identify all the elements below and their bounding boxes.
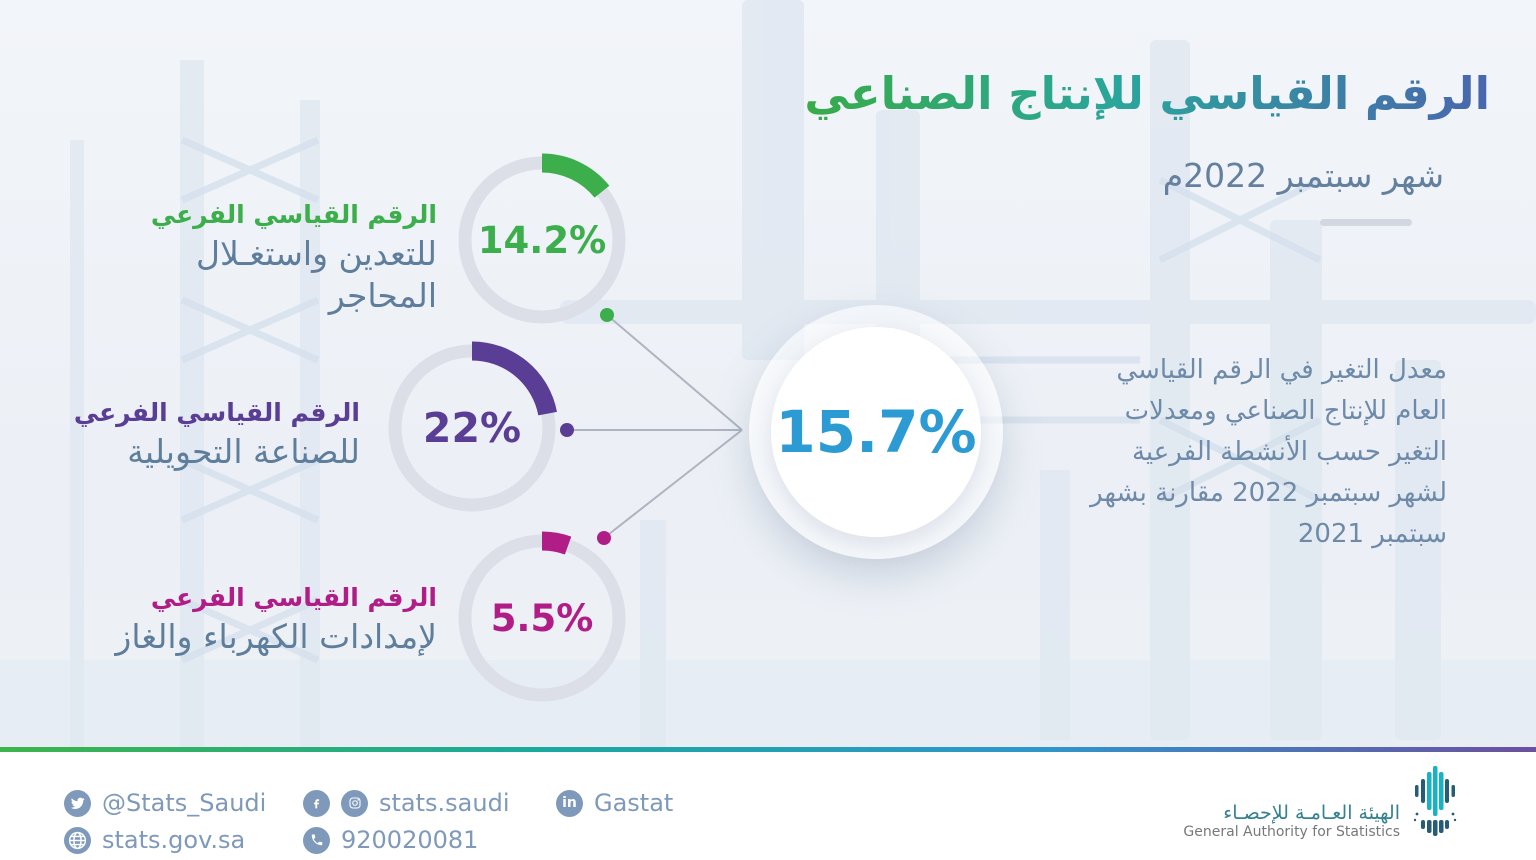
mining-label: الرقم القياسي الفرعي للتعدين واستغـلال ا…	[151, 200, 437, 317]
phone-icon	[303, 826, 330, 854]
ring-value-arc	[455, 531, 629, 705]
phone-item: 920020081	[303, 826, 478, 854]
mining-donut-chart: 14.2%	[447, 145, 637, 335]
manufacturing-label: الرقم القياسي الفرعي للصناعة التحويلية	[74, 398, 360, 473]
manufacturing-donut-chart: 22%	[377, 333, 567, 523]
linkedin-item: in Gastat	[556, 789, 673, 817]
website-item: stats.gov.sa	[64, 826, 245, 854]
overall-value: 15.7%	[775, 398, 977, 466]
subtitle-underline	[1320, 219, 1412, 226]
globe-icon	[64, 826, 91, 854]
electricity-donut-chart: 5.5%	[447, 523, 637, 713]
overall-index-circle: 15.7%	[771, 327, 981, 537]
gastat-logo: الهيئة العـامـة للإحصـاء General Authori…	[1183, 762, 1458, 840]
linkedin-icon: in	[556, 789, 583, 817]
ring-value-arc	[385, 341, 559, 515]
manufacturing-label-line: للصناعة التحويلية	[127, 432, 360, 471]
social-handle: stats.saudi	[379, 789, 510, 817]
electricity-value-label: 5.5%	[490, 596, 594, 640]
org-name-english: General Authority for Statistics	[1183, 824, 1400, 840]
facebook-icon	[303, 789, 330, 817]
mining-label-kicker: الرقم القياسي الفرعي	[150, 200, 437, 229]
linkedin-handle: Gastat	[594, 789, 674, 817]
twitter-handle: @Stats_Saudi	[102, 789, 267, 817]
instagram-icon	[341, 789, 368, 817]
page-title: الرقم القياسي للإنتاج الصناعي	[804, 67, 1490, 120]
website-url: stats.gov.sa	[102, 826, 246, 854]
twitter-item: @Stats_Saudi	[64, 789, 266, 817]
mining-value-label: 14.2%	[477, 218, 607, 262]
phone-number: 920020081	[341, 826, 479, 854]
summary-text: معدل التغير في الرقم القياسي العام للإنت…	[1090, 355, 1447, 550]
mining-label-line: المحاجر	[328, 276, 437, 316]
org-name-arabic: الهيئة العـامـة للإحصـاء	[1223, 802, 1400, 824]
mining-label-line: للتعدين واستغـلال	[196, 234, 437, 273]
electricity-label-kicker: الرقم القياسي الفرعي	[150, 583, 437, 612]
footer-divider	[0, 747, 1536, 752]
twitter-icon	[64, 789, 91, 817]
gastat-logo-mark	[1413, 766, 1457, 836]
electricity-label: الرقم القياسي الفرعي لإمدادات الكهرباء و…	[115, 583, 437, 658]
manufacturing-label-kicker: الرقم القياسي الفرعي	[73, 398, 360, 427]
ring-value-arc	[455, 153, 629, 327]
footer: @Stats_Saudi stats.gov.sa	[0, 752, 1536, 860]
page-subtitle: شهر سبتمبر 2022م	[1162, 156, 1444, 195]
manufacturing-value-label: 22%	[422, 404, 522, 452]
facebook-instagram-item: stats.saudi	[303, 789, 510, 817]
electricity-label-line: لإمدادات الكهرباء والغاز	[115, 617, 437, 656]
